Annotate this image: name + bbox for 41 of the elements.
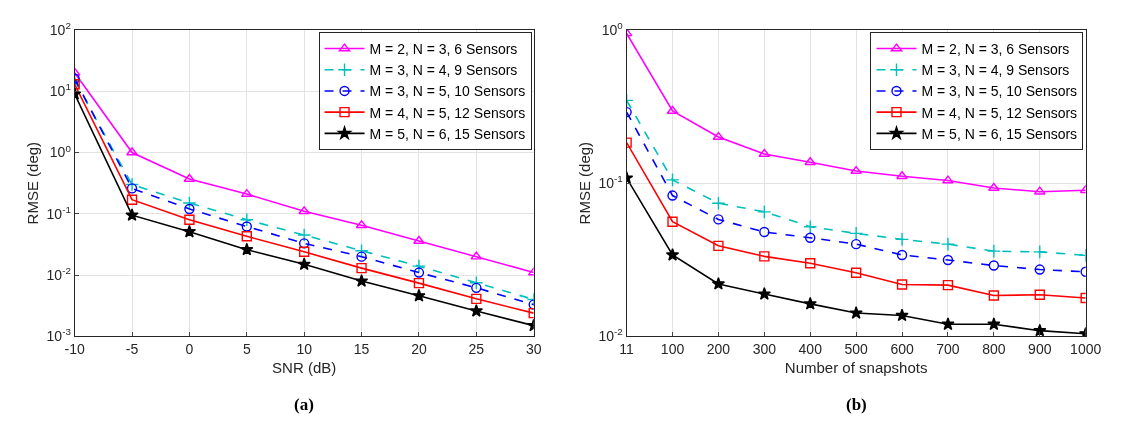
x-tick-label: 100 [660,341,685,358]
y-tick-label: 10$^{-2}$ [46,265,71,284]
y-tick-label: 10$^{2}$ [49,19,71,38]
x-tick-label: 1000 [1070,341,1102,358]
text: (b) [846,395,867,414]
x-tick-label: 500 [844,341,869,358]
y-axis-title: RMSE (deg) [575,141,593,225]
x-tick-label: 600 [890,341,914,358]
x-tick-label: 900 [1028,341,1052,358]
x-tick-label: 10 [296,341,313,358]
legend-label: M = 3, N = 4, 9 Sensors [369,62,518,79]
x-tick-label: 30 [525,341,542,358]
legend-label: M = 4, N = 5, 12 Sensors [921,104,1078,121]
x-tick-label: 15 [353,341,370,358]
legend-label: M = 3, N = 5, 10 Sensors [921,83,1078,100]
text: (a) [294,395,314,414]
x-tick-label: 25 [468,341,485,358]
legend-label: M = 5, N = 6, 15 Sensors [921,125,1078,142]
y-tick-label: 10$^{0}$ [601,19,624,38]
legend-label: M = 3, N = 5, 10 Sensors [369,83,526,100]
x-axis-title: Number of snapshots [784,359,928,377]
x-tick-label: 0 [185,341,194,358]
legend-label: M = 4, N = 5, 12 Sensors [369,104,526,121]
x-tick-label: -5 [125,341,139,358]
x-tick-label: 20 [411,341,427,358]
x-tick-label: 800 [982,341,1006,358]
x-tick-label: 300 [752,341,777,358]
y-tick-label: 10$^{-1}$ [598,173,623,192]
legend-label: M = 2, N = 3, 6 Sensors [921,40,1070,57]
y-tick-label: 10$^{1}$ [49,81,71,100]
x-axis-title: SNR (dB) [272,359,337,377]
y-axis-title: RMSE (deg) [23,141,41,225]
legend-label: M = 5, N = 6, 15 Sensors [369,125,526,142]
legend-label: M = 2, N = 3, 6 Sensors [369,40,518,57]
x-tick-label: 400 [798,341,823,358]
x-tick-label: 700 [936,341,960,358]
y-tick-label: 10$^{0}$ [49,142,72,161]
y-tick-label: 10$^{-1}$ [46,203,71,222]
x-tick-label: 5 [242,341,251,358]
legend-label: M = 3, N = 4, 9 Sensors [921,62,1070,79]
x-tick-label: 200 [706,341,731,358]
